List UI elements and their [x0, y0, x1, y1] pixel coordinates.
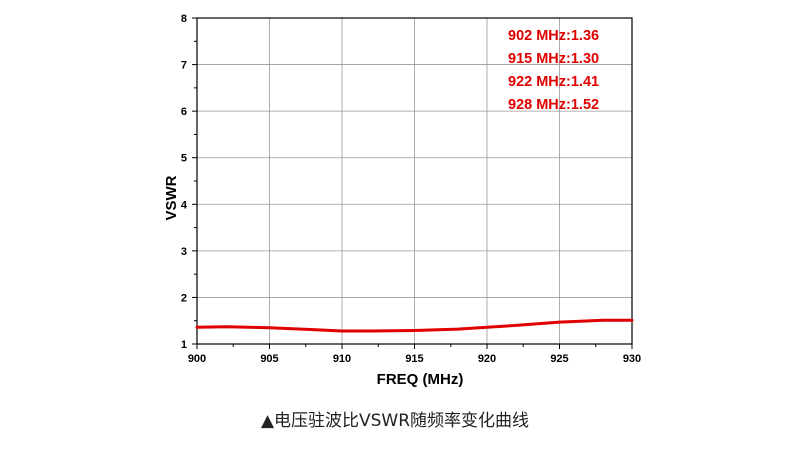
- y-tick-label: 7: [181, 60, 187, 72]
- series-layer: [195, 318, 634, 333]
- y-tick-label: 4: [181, 199, 188, 211]
- y-tick-label: 3: [181, 246, 187, 258]
- y-tick-label: 6: [181, 106, 187, 118]
- x-tick-label: 925: [550, 353, 568, 365]
- figure-caption: ▲电压驻波比VSWR随频率变化曲线: [260, 411, 530, 431]
- x-tick-label: 900: [188, 353, 206, 365]
- annotation-box: 902 MHz:1.36 915 MHz:1.30 922 MHz:1.41 928 …: [508, 28, 599, 113]
- y-tick-label: 2: [181, 292, 187, 304]
- annotation-label: 928 MHz:1.52: [508, 97, 599, 113]
- x-tick-label: 915: [405, 353, 423, 365]
- x-tick-label: 910: [333, 353, 351, 365]
- y-tick-label: 8: [181, 13, 187, 25]
- x-tick-label: 920: [478, 353, 496, 365]
- annotation-label: 922 MHz:1.41: [508, 74, 599, 90]
- vswr-curve: [195, 318, 634, 333]
- vswr-chart: 900 905 910 915 920 925 930 1 2 3 4 5 6 7 8 902 MHz:1.…: [163, 13, 641, 388]
- x-axis-title: FREQ (MHz): [377, 371, 464, 388]
- x-tick-label: 905: [260, 353, 278, 365]
- y-tick-label: 1: [181, 339, 187, 351]
- y-tick-label: 5: [181, 153, 187, 165]
- axis-ticks: 900 905 910 915 920 925 930 1 2 3 4 5 6 7 8: [181, 13, 641, 365]
- y-axis-title: VSWR: [163, 175, 180, 220]
- x-tick-label: 930: [623, 353, 641, 365]
- grid: [197, 18, 632, 344]
- annotation-label: 902 MHz:1.36: [508, 28, 599, 44]
- annotation-label: 915 MHz:1.30: [508, 51, 599, 67]
